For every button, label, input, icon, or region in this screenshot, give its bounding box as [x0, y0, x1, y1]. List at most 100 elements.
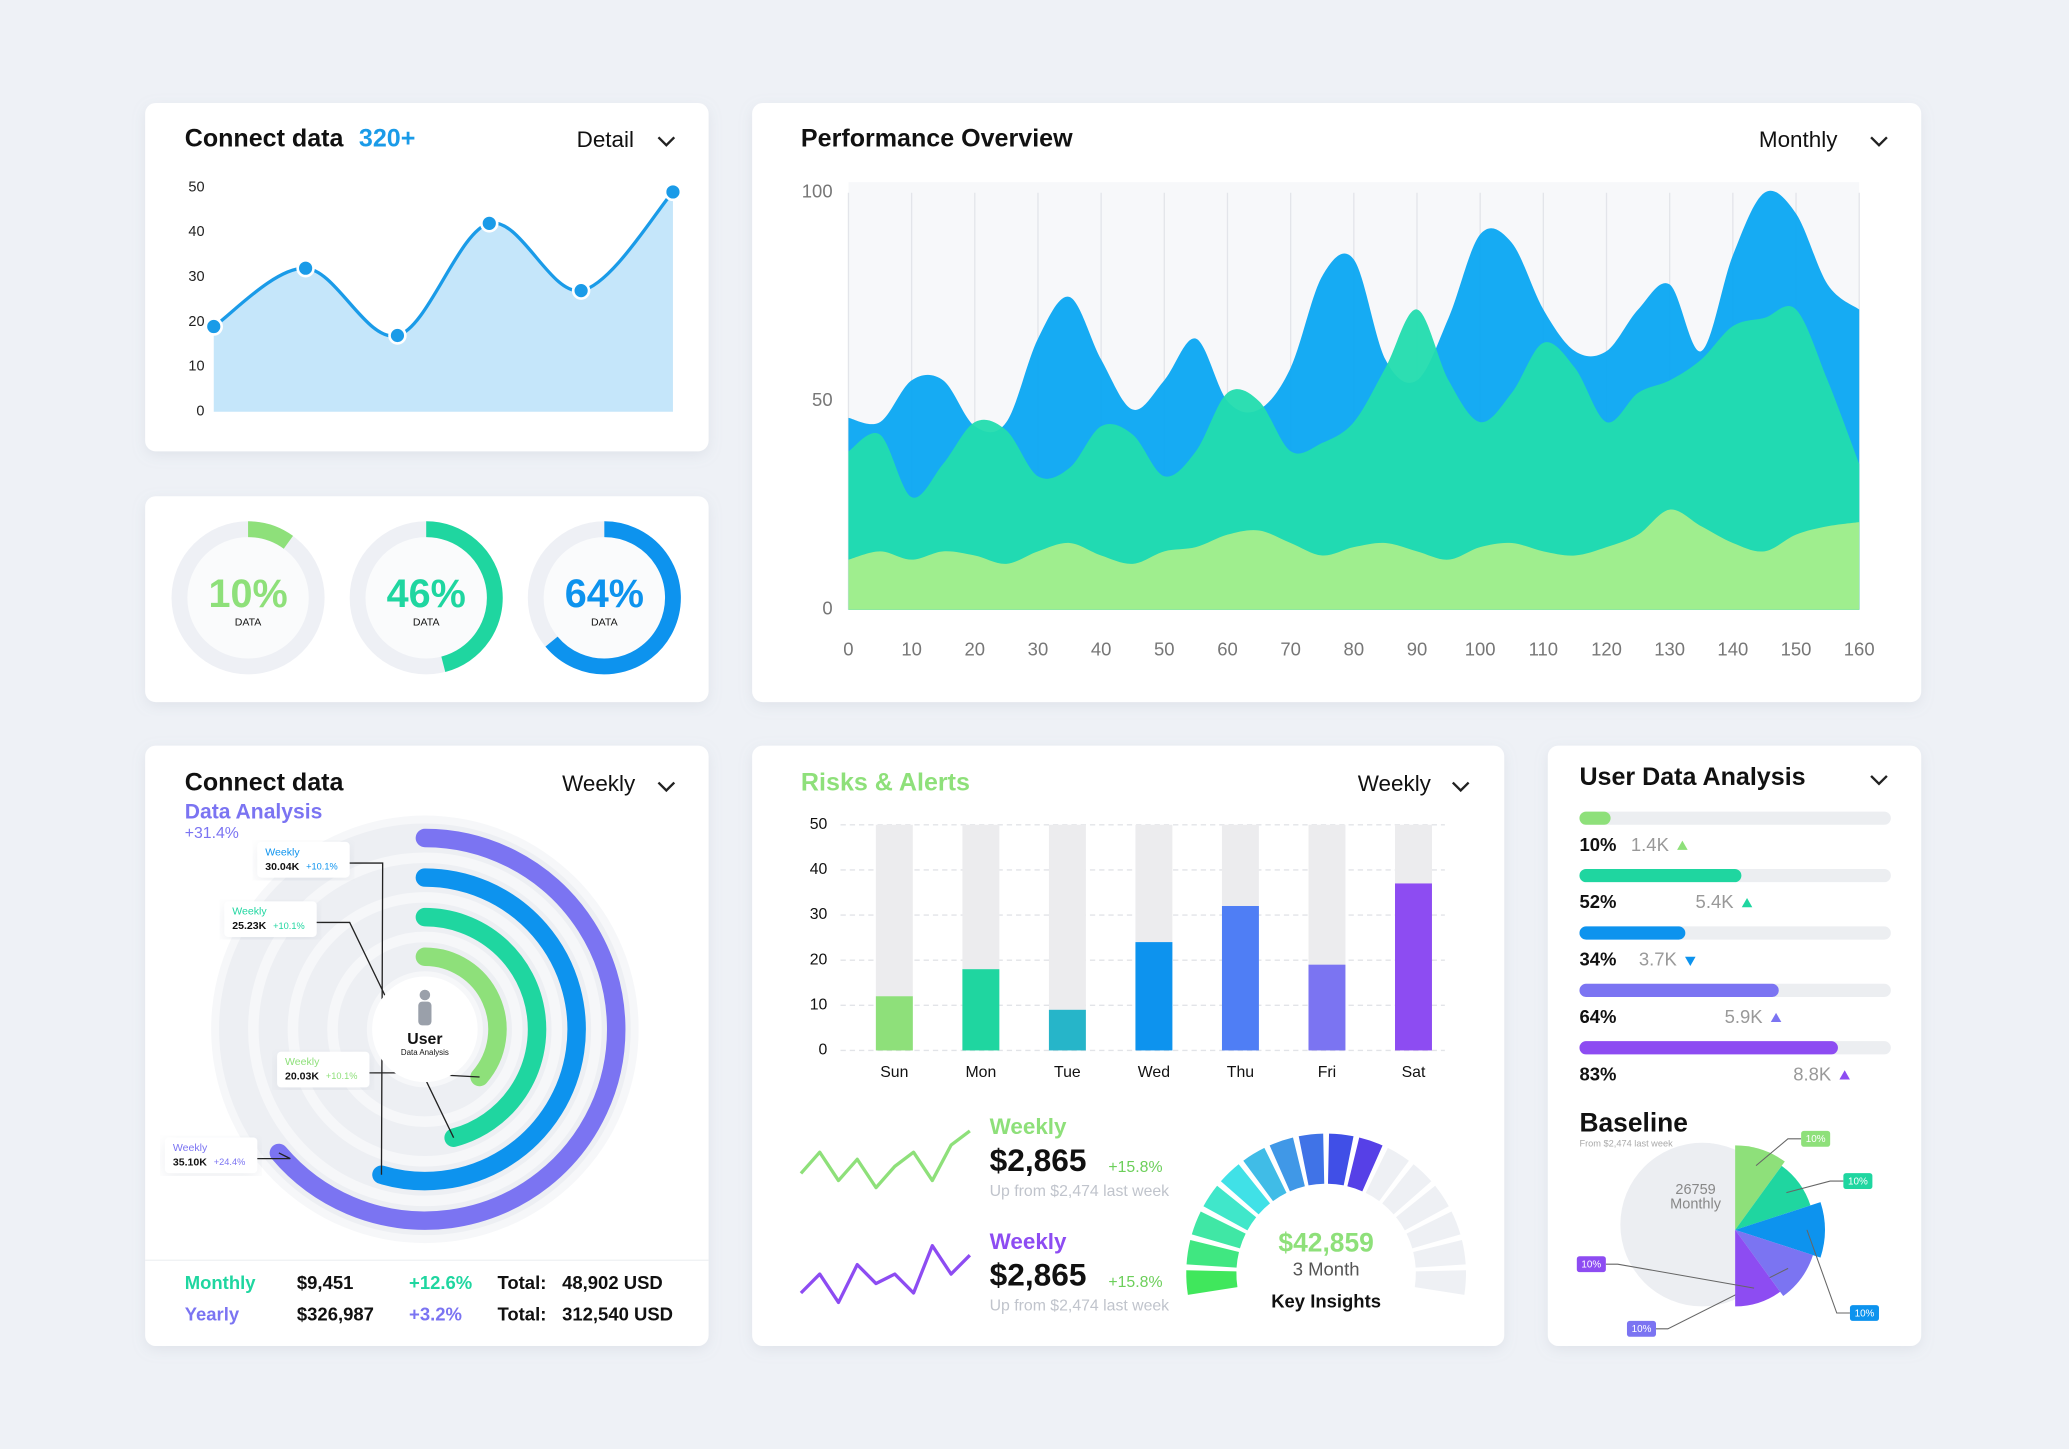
- callout: [257, 841, 350, 878]
- sparkline-change: +15.8%: [1108, 1274, 1162, 1291]
- pie-center-label: Monthly: [1670, 1197, 1722, 1213]
- dropdown-label[interactable]: Detail: [577, 127, 634, 152]
- progress-value: 52%: [1579, 891, 1616, 912]
- progress-detail: 8.8K: [1793, 1063, 1832, 1084]
- y-tick-label: 40: [810, 861, 828, 878]
- point: [480, 214, 499, 233]
- sparkline: [799, 1129, 971, 1190]
- x-tick-label: 60: [1217, 638, 1238, 659]
- pie-label-box: [1849, 1305, 1879, 1321]
- panel-title: Risks & Alerts: [801, 769, 970, 797]
- progress-value: 10%: [1579, 834, 1616, 855]
- y-tick-label: 20: [810, 951, 828, 968]
- summary-cell: +12.6%: [409, 1272, 472, 1293]
- area-fill: [213, 191, 673, 412]
- leader-line: [254, 1152, 291, 1160]
- donut-arc: [247, 521, 294, 549]
- change: +31.4%: [185, 825, 239, 842]
- dropdown-chevron[interactable]: [657, 781, 676, 793]
- center: [372, 976, 478, 1083]
- sparkline-note: Up from $2,474 last week: [990, 1183, 1170, 1200]
- dropdown-chevron[interactable]: [1451, 781, 1470, 793]
- sparkline-note: Up from $2,474 last week: [990, 1298, 1170, 1315]
- callout-change: +10.1%: [273, 921, 305, 931]
- callout-value: 35.10K: [173, 1156, 207, 1168]
- gauge-segment: [1186, 1240, 1239, 1268]
- panel-title: Performance Overview: [801, 125, 1073, 153]
- leader-line: [1605, 1263, 1755, 1289]
- y-tick-label: 10: [810, 996, 828, 1013]
- gauge-segment: [1203, 1185, 1257, 1231]
- dropdown-label[interactable]: Weekly: [1358, 771, 1432, 796]
- callout: [277, 1051, 370, 1088]
- dropdown-label[interactable]: Weekly: [562, 771, 636, 796]
- bar: [1048, 1009, 1086, 1051]
- y-tick-label: 30: [188, 269, 204, 285]
- gauge-segment: [1347, 1137, 1383, 1192]
- bar: [875, 996, 913, 1051]
- x-tick-label: Sun: [880, 1064, 908, 1081]
- panel-subtitle: Data Analysis: [185, 800, 323, 823]
- donut-arc: [425, 521, 503, 672]
- y-tick-label: 50: [812, 389, 833, 410]
- progress-value: 64%: [1579, 1006, 1616, 1027]
- panel-title: Connect data: [185, 125, 345, 153]
- x-tick-label: 70: [1280, 638, 1301, 659]
- summary-cell: $9,451: [297, 1272, 354, 1293]
- center-sublabel: Data Analysis: [401, 1048, 449, 1057]
- ring-arc: [415, 907, 547, 1147]
- y-tick-label: 50: [810, 816, 828, 833]
- x-tick-label: 20: [965, 638, 986, 659]
- donut-arc: [545, 521, 681, 675]
- callout-value: 20.03K: [285, 1071, 319, 1083]
- user-icon-head: [419, 989, 431, 1001]
- progress-value: 83%: [1579, 1063, 1616, 1084]
- gauge-segment: [1414, 1270, 1466, 1295]
- y-tick-label: 50: [188, 179, 204, 195]
- donut-hole: [543, 537, 666, 659]
- x-tick-label: Fri: [1318, 1064, 1336, 1081]
- dropdown-chevron[interactable]: [1870, 775, 1888, 786]
- gauge-segment: [1413, 1240, 1466, 1268]
- gauge-segment: [1269, 1137, 1305, 1192]
- x-tick-label: Mon: [965, 1064, 996, 1081]
- y-tick-label: 10: [188, 359, 204, 375]
- pie-center-value: 26759: [1675, 1182, 1715, 1198]
- panel-title: Baseline: [1579, 1107, 1688, 1137]
- bar: [962, 969, 1000, 1051]
- callout-name: Weekly: [173, 1142, 208, 1154]
- dropdown-chevron[interactable]: [657, 136, 676, 147]
- y-tick-label: 40: [188, 224, 204, 240]
- summary-cell: Total:: [497, 1304, 546, 1325]
- leader-line: [1786, 1180, 1844, 1194]
- pie-label-box: [1626, 1320, 1656, 1337]
- gauge-segment: [1327, 1133, 1354, 1186]
- y-tick-label: 30: [810, 906, 828, 923]
- y-tick-label: 100: [802, 181, 833, 202]
- pie-label: 10%: [1581, 1259, 1601, 1270]
- y-tick-label: 0: [819, 1042, 828, 1059]
- dropdown-label[interactable]: Monthly: [1759, 127, 1838, 152]
- dropdown-chevron[interactable]: [1870, 136, 1888, 147]
- gauge-label: $42,859: [1278, 1227, 1373, 1257]
- progress-detail: 5.9K: [1725, 1006, 1764, 1027]
- callout-name: Weekly: [232, 906, 267, 918]
- pie-slice: [1735, 1165, 1811, 1230]
- gauge-segment: [1298, 1133, 1325, 1186]
- panel-title: User Data Analysis: [1579, 763, 1805, 791]
- gauge-caption: Key Insights: [1271, 1290, 1381, 1311]
- user-icon-body: [418, 1001, 432, 1026]
- pie-label-box: [1843, 1173, 1873, 1189]
- x-tick-label: 110: [1529, 638, 1558, 659]
- x-tick-label: Thu: [1227, 1064, 1254, 1081]
- donut-label: DATA: [413, 617, 441, 629]
- pie-label: 10%: [1806, 1134, 1826, 1145]
- gauge-segment: [1220, 1164, 1271, 1215]
- gauge-segment: [1243, 1147, 1287, 1202]
- progress-bar: [1579, 926, 1686, 940]
- progress-detail: 1.4K: [1631, 834, 1670, 855]
- x-tick-label: 80: [1344, 638, 1365, 659]
- progress-bar: [1579, 811, 1611, 825]
